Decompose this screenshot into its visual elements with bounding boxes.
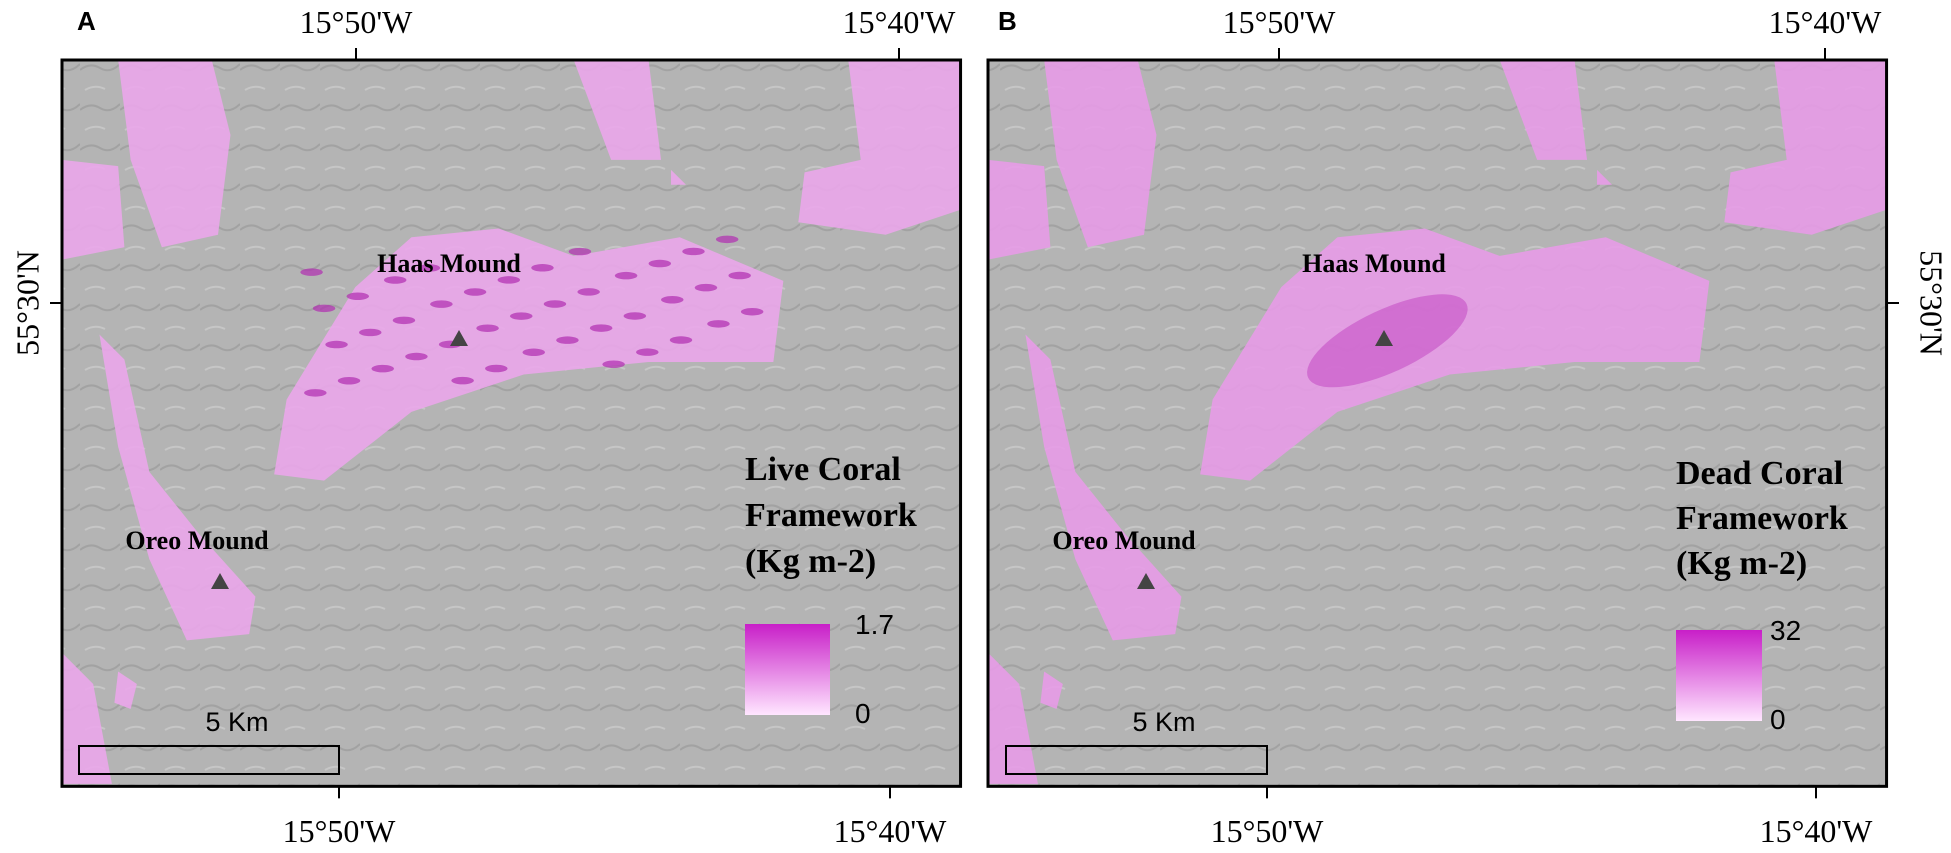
legend-title: Framework	[745, 497, 917, 534]
scale-bar	[78, 745, 340, 775]
site-label: Haas Mound	[377, 249, 521, 278]
legend-title: Live Coral	[745, 451, 901, 488]
legend-title: (Kg m-2)	[745, 543, 876, 580]
coral-patch	[661, 295, 684, 304]
top-tick-label: 15°40'W	[1769, 4, 1883, 40]
coral-patch	[522, 348, 545, 357]
legend-title: (Kg m-2)	[1676, 545, 1807, 582]
coral-area	[988, 159, 1051, 260]
coral-area	[1499, 60, 1588, 160]
panel-label: B	[998, 6, 1017, 36]
coral-coverage	[62, 60, 961, 784]
coral-patch	[346, 292, 370, 300]
coral-patch	[694, 283, 718, 292]
coral-patch	[648, 259, 672, 268]
coral-patch	[359, 328, 382, 337]
panel-label: A	[77, 6, 96, 36]
site-marker	[1375, 330, 1393, 346]
scale-bar-label: 5 Km	[1132, 707, 1195, 737]
coral-patch	[577, 288, 600, 296]
top-tick-label: 15°40'W	[843, 4, 957, 40]
coral-area	[62, 159, 125, 260]
coral-patch	[707, 320, 730, 328]
coral-patch	[669, 336, 693, 344]
coral-patch	[417, 264, 441, 272]
coral-area	[1200, 228, 1710, 481]
bottom-tick-label: 15°40'W	[1760, 813, 1874, 849]
coral-patch	[543, 300, 567, 308]
coral-area	[988, 652, 1038, 784]
coral-patch	[556, 336, 579, 344]
coral-patch	[405, 352, 428, 361]
coral-patch	[485, 364, 508, 373]
coral-patch	[430, 300, 453, 308]
site-marker	[1137, 573, 1155, 589]
coral-patch	[589, 324, 613, 332]
coral-patch	[715, 235, 739, 244]
top-tick-label: 15°50'W	[300, 4, 414, 40]
scale-bar-label: 5 Km	[205, 707, 268, 737]
site-label: Oreo Mound	[125, 526, 269, 555]
coral-patch	[371, 364, 394, 373]
legend-max: 32	[1770, 615, 1801, 646]
coral-area	[1044, 60, 1157, 248]
coral-area	[1025, 334, 1182, 641]
legend-min: 0	[855, 698, 871, 729]
coral-patch	[740, 307, 764, 316]
bottom-tick-label: 15°50'W	[283, 813, 397, 849]
coral-patch	[682, 247, 705, 256]
legend-max: 1.7	[855, 609, 894, 640]
legend-gradient	[745, 624, 830, 715]
lat-tick-label: 55°30'N	[1914, 250, 1950, 356]
coral-area	[1597, 169, 1612, 185]
site-label: Oreo Mound	[1052, 526, 1196, 555]
map-frame	[986, 58, 1889, 788]
top-tick-label: 15°50'W	[1223, 4, 1337, 40]
scale-bar	[1005, 745, 1268, 775]
coral-patch	[568, 247, 592, 256]
site-label: Haas Mound	[1302, 249, 1446, 278]
lat-tick-label: 55°30'N	[9, 250, 45, 356]
site-marker	[211, 573, 229, 589]
coral-patch	[463, 288, 487, 296]
coral-area	[798, 60, 961, 235]
coral-area	[671, 169, 686, 185]
coral-patch	[312, 304, 336, 313]
coral-patch	[383, 276, 407, 284]
bottom-tick-label: 15°40'W	[834, 813, 948, 849]
coral-patch	[602, 360, 625, 369]
coral-patch	[392, 316, 416, 325]
map-frame	[60, 58, 963, 788]
legend-min: 0	[1770, 704, 1786, 735]
coral-patch	[451, 376, 474, 385]
coral-patch	[614, 271, 638, 280]
coral-patch	[497, 276, 521, 284]
coral-patch	[728, 271, 751, 280]
coral-area	[573, 60, 662, 160]
coral-patch	[325, 340, 348, 349]
coral-patch	[337, 376, 361, 385]
coral-patch	[300, 268, 323, 276]
legend-gradient	[1676, 630, 1762, 721]
map-panel: B 15°50'W 15°40'W 15°50'W 15°40'W 55°30'N Haas…	[986, 4, 1950, 849]
coral-area	[114, 671, 137, 709]
bottom-tick-label: 15°50'W	[1211, 813, 1325, 849]
coral-patch	[476, 324, 499, 332]
site-marker	[450, 330, 468, 346]
map-panel: A 15°50'W 15°40'W 15°50'W 15°40'W 55°30'N Haas…	[9, 4, 963, 849]
coral-patch	[623, 312, 647, 320]
coral-patch	[531, 264, 554, 272]
coral-patch	[304, 389, 327, 397]
coral-patch	[510, 312, 533, 320]
legend-title: Framework	[1676, 500, 1848, 537]
coral-area	[1724, 60, 1887, 235]
coral-coverage	[988, 60, 1887, 784]
legend-title: Dead Coral	[1676, 455, 1843, 492]
coral-area	[118, 60, 231, 248]
coral-area	[62, 652, 112, 784]
coral-patch	[636, 348, 659, 356]
coral-area	[1040, 671, 1063, 709]
coral-area	[99, 334, 256, 641]
